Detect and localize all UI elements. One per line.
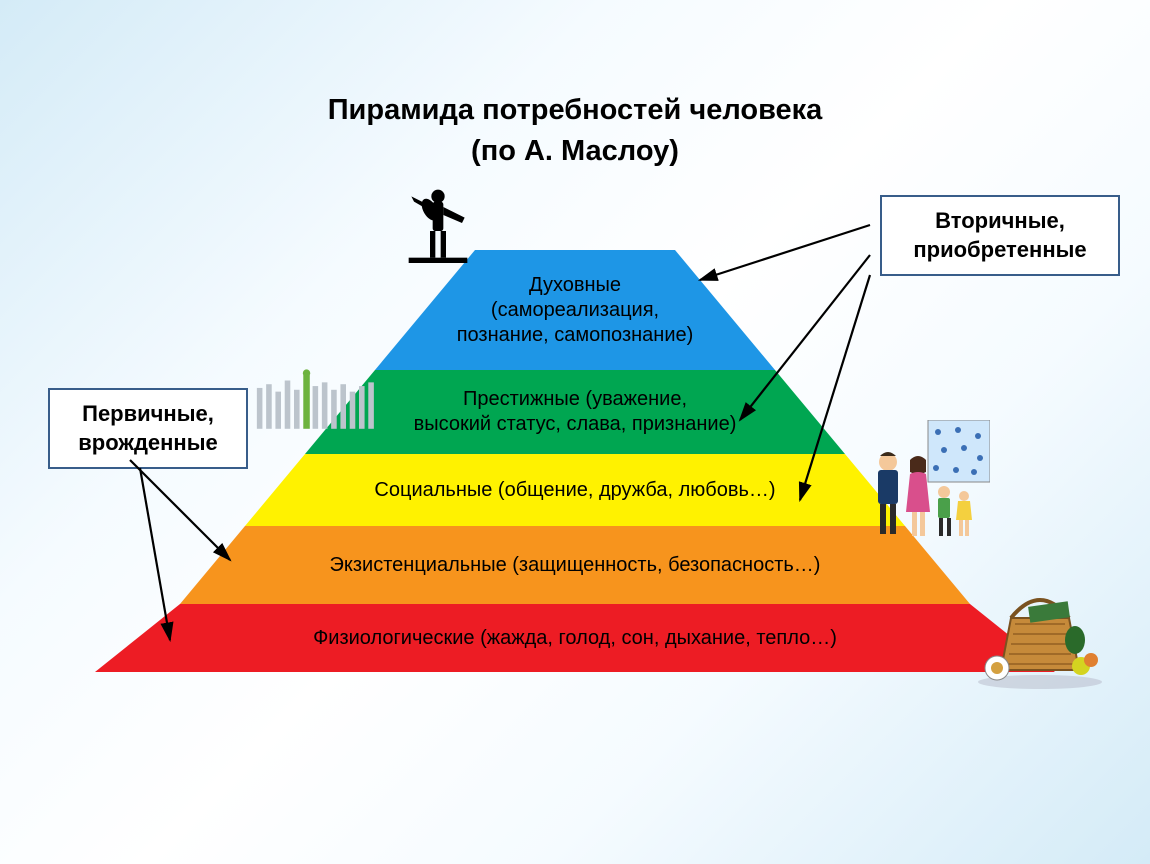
- callout-primary: Первичные,врожденные: [48, 388, 248, 469]
- pyramid-layer-prestige: Престижные (уважение,высокий статус, сла…: [305, 370, 845, 454]
- pyramid-layer-label: Экзистенциальные (защищенность, безопасн…: [324, 549, 827, 582]
- title-line-1: Пирамида потребностей человека: [0, 90, 1150, 131]
- pyramid-layer-label: Социальные (общение, дружба, любовь…): [368, 474, 781, 507]
- pyramid-layer-existential: Экзистенциальные (защищенность, безопасн…: [180, 526, 970, 604]
- pyramid-layer-label: Духовные(самореализация,познание, самопо…: [451, 269, 700, 352]
- pyramid-layer-label: Престижные (уважение,высокий статус, сла…: [408, 383, 743, 441]
- pyramid-layer-label: Физиологические (жажда, голод, сон, дыха…: [307, 622, 843, 655]
- pyramid-layer-social: Социальные (общение, дружба, любовь…): [245, 454, 905, 526]
- violinist-icon: [398, 183, 478, 263]
- callout-secondary: Вторичные,приобретенные: [880, 195, 1120, 276]
- title-line-2: (по А. Маслоу): [0, 131, 1150, 172]
- pyramid-layer-physiological: Физиологические (жажда, голод, сон, дыха…: [95, 604, 1055, 672]
- crowd-icon: [255, 365, 385, 435]
- title-block: Пирамида потребностей человека (по А. Ма…: [0, 0, 1150, 171]
- pyramid-layer-spiritual: Духовные(самореализация,познание, самопо…: [375, 250, 775, 370]
- picnic-basket-icon: [975, 590, 1105, 690]
- family-icon: [860, 420, 990, 540]
